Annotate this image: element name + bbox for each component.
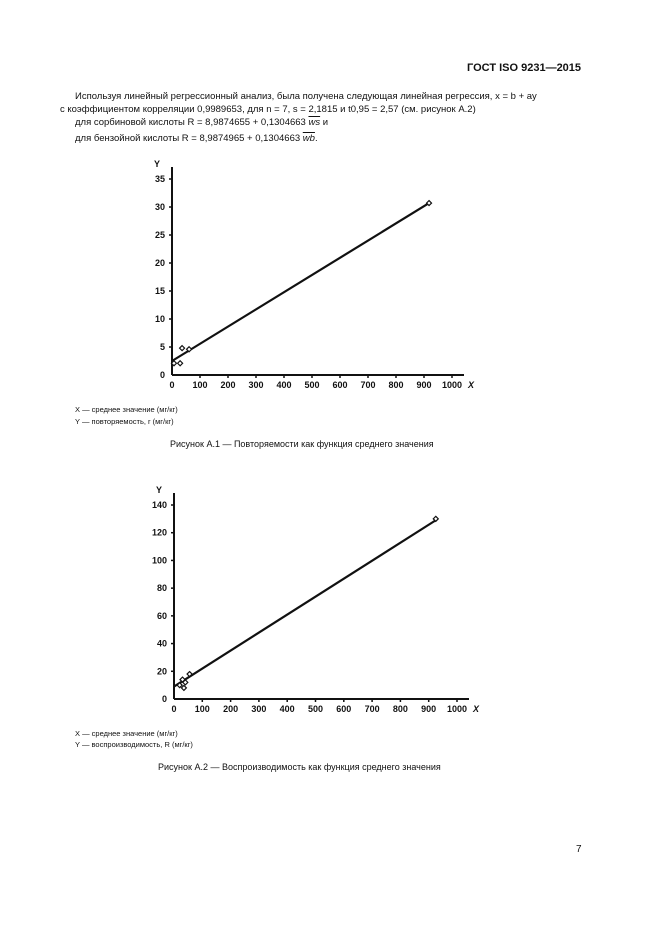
x-tick-label: 800 [393,704,408,714]
y-tick-label: 20 [155,258,165,268]
x-tick-label: 200 [220,380,235,390]
x-tick-label: 900 [421,704,436,714]
x-tick-label: 500 [308,704,323,714]
paragraph-line-1: Используя линейный регрессионный анализ,… [75,91,537,102]
y-tick-label: 140 [152,500,167,510]
data-point [181,679,189,686]
y-tick-label: 35 [155,174,165,184]
benzoic-variable: wb [302,133,315,144]
sorbic-formula-text: для сорбиновой кислоты R = 8,9874655 + 0… [75,117,306,128]
y-tick-label: 40 [157,639,167,649]
y-tick-label: 80 [157,583,167,593]
y-axis-label: Y [156,485,162,495]
x-tick-label: 900 [416,380,431,390]
regression-line [173,519,437,688]
y-tick-label: 0 [162,694,167,704]
y-tick-label: 20 [157,666,167,676]
y-tick-label: 25 [155,230,165,240]
fig2-caption: Рисунок А.2 — Воспроизводимость как функ… [158,762,441,772]
x-tick-label: 300 [251,704,266,714]
y-tick-label: 15 [155,286,165,296]
data-point [186,670,193,678]
standard-header: ГОСТ ISO 9231—2015 [467,62,582,74]
fig1-legend-y: Y — повторяемость, r (мг/кг) [75,417,174,426]
x-tick-label: 300 [248,380,263,390]
data-point [176,359,184,367]
data-point [170,359,178,367]
y-tick-label: 0 [160,370,165,380]
fig1-legend-x: X — среднее значение (мг/кг) [75,405,178,414]
x-axis-label: X [472,704,480,714]
x-tick-label: 1000 [442,380,462,390]
regression-line [171,202,430,362]
x-tick-label: 100 [192,380,207,390]
y-tick-label: 120 [152,528,167,538]
x-tick-label: 400 [276,380,291,390]
x-tick-label: 600 [336,704,351,714]
paragraph-line-2: с коэффициентом корреляции 0,9989653, дл… [60,104,476,115]
x-tick-label: 400 [280,704,295,714]
x-tick-label: 800 [388,380,403,390]
data-point [185,345,193,353]
x-axis-label: X [467,380,475,390]
data-point [425,199,433,207]
x-tick-label: 0 [169,380,174,390]
x-tick-label: 600 [332,380,347,390]
sorbic-variable: ws [308,117,321,128]
x-tick-label: 0 [171,704,176,714]
x-tick-label: 1000 [447,704,467,714]
fig1-caption: Рисунок А.1 — Повторяемости как функция … [170,439,434,449]
x-tick-label: 200 [223,704,238,714]
y-tick-label: 5 [160,342,165,352]
page-number: 7 [576,844,582,855]
data-point [178,344,186,352]
fig2-legend-x: X — среднее значение (мг/кг) [75,729,178,738]
fig2-legend-y: Y — воспроизводимость, R (мг/кг) [75,740,193,749]
data-point [176,681,184,689]
y-tick-label: 100 [152,555,167,565]
y-tick-label: 30 [155,202,165,212]
benzoic-formula-text: для бензойной кислоты R = 8,9874965 + 0,… [75,133,301,144]
x-tick-label: 500 [304,380,319,390]
data-point [432,515,440,523]
sorbic-end: и [320,117,329,128]
x-tick-label: 700 [365,704,380,714]
sorbic-formula: для сорбиновой кислоты R = 8,9874655 + 0… [75,117,329,129]
benzoic-end: . [314,133,318,144]
y-tick-label: 60 [157,611,167,621]
y-tick-label: 10 [155,314,165,324]
benzoic-formula: для бензойной кислоты R = 8,9874965 + 0,… [75,133,318,145]
y-axis-label: Y [154,159,160,169]
data-point [180,684,188,692]
x-tick-label: 100 [195,704,210,714]
x-tick-label: 700 [360,380,375,390]
